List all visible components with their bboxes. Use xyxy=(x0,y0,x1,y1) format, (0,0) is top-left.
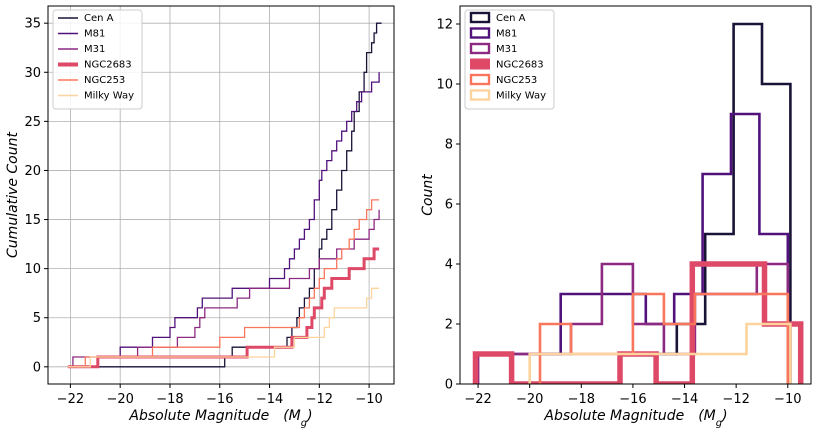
legend-label: NGC253 xyxy=(496,75,537,86)
x-tick-label: −20 xyxy=(106,392,133,407)
legend-swatch xyxy=(469,73,491,86)
y-axis-label: Cumulative Count xyxy=(5,132,21,258)
series-cen-a xyxy=(67,22,382,368)
y-tick-label: 5 xyxy=(33,311,41,326)
y-tick-label: 8 xyxy=(445,138,453,153)
series-lines xyxy=(67,22,382,369)
legend: Cen A M81 M31 NGC2683 NGC253 Milky Way xyxy=(464,9,555,110)
legend-label: Milky Way xyxy=(84,91,134,102)
legend-entry: Cen A xyxy=(469,11,526,24)
x-tick-label: −12 xyxy=(722,392,749,407)
x-axis-label: Absolute Magnitude (Mg) xyxy=(543,408,727,429)
legend-entry: NGC253 xyxy=(58,75,125,86)
legend-entry: NGC2683 xyxy=(58,60,132,71)
legend: Cen A M81 M31 NGC2683 NGC253 Milky Way xyxy=(52,9,143,110)
legend-entry: NGC253 xyxy=(469,73,537,86)
x-tick-label: −16 xyxy=(619,392,646,407)
y-tick-label: 10 xyxy=(436,78,453,93)
legend-entry: M31 xyxy=(58,44,105,55)
x-tick-label: −18 xyxy=(568,392,595,407)
legend-swatch xyxy=(469,11,491,24)
x-axis-label: Absolute Magnitude (Mg) xyxy=(128,408,312,429)
cumulative-count-chart: −22 −20 −18 −16 −14 −12 −10 0 5 10 15 20 25 30 35 Cumu… xyxy=(5,5,395,429)
series-milky-way xyxy=(67,287,380,368)
legend-entry: Cen A xyxy=(58,13,114,24)
x-tick-label: −10 xyxy=(774,392,801,407)
axis-ticks: −22 −20 −18 −16 −14 −12 −10 0 5 10 15 20 25 30 35 xyxy=(24,17,382,407)
series-m81 xyxy=(67,72,380,368)
legend-swatch xyxy=(469,27,491,39)
series-ngc253 xyxy=(67,199,380,368)
y-tick-label: 35 xyxy=(24,17,41,32)
plot-frame xyxy=(47,5,395,385)
series-milky-way xyxy=(528,322,792,384)
plot-frame xyxy=(459,5,812,385)
y-tick-label: 30 xyxy=(24,66,41,81)
x-tick-label: −16 xyxy=(206,392,233,407)
y-tick-label: 15 xyxy=(24,213,41,228)
x-tick-label: −14 xyxy=(671,392,698,407)
legend-label: Cen A xyxy=(496,13,526,24)
y-tick-label: 0 xyxy=(33,360,41,375)
legend-box xyxy=(52,9,143,110)
series-ngc253 xyxy=(538,292,790,384)
legend-label: M81 xyxy=(84,29,105,40)
legend-label: M31 xyxy=(496,44,517,55)
y-tick-label: 6 xyxy=(445,198,453,213)
legend-entry: NGC2683 xyxy=(470,58,544,71)
histogram-steps xyxy=(472,22,804,384)
legend-swatch xyxy=(469,42,491,55)
y-tick-label: 12 xyxy=(436,18,453,33)
legend-label: M31 xyxy=(84,44,105,55)
x-tick-label: −14 xyxy=(256,392,283,407)
legend-swatch xyxy=(469,89,491,101)
legend-label: M81 xyxy=(496,29,517,40)
y-tick-label: 10 xyxy=(24,262,41,277)
legend-label: Milky Way xyxy=(496,91,546,102)
legend-label: NGC253 xyxy=(84,75,125,86)
legend-entry: M81 xyxy=(58,29,105,40)
y-axis-label: Count xyxy=(420,174,436,216)
x-tick-label: −18 xyxy=(156,392,183,407)
legend-swatch xyxy=(470,58,490,70)
count-histogram-chart: −22 −20 −18 −16 −14 −12 −10 0 2 4 6 8 10 12 Count Abs… xyxy=(420,5,812,429)
axis-ticks: −22 −20 −18 −16 −14 −12 −10 0 2 4 6 8 10 12 xyxy=(436,18,801,408)
y-tick-label: 2 xyxy=(445,318,453,333)
legend-entry: M31 xyxy=(469,42,517,55)
y-tick-label: 4 xyxy=(445,258,453,273)
legend-entry: Milky Way xyxy=(58,91,134,102)
legend-label: NGC2683 xyxy=(496,60,544,71)
x-tick-label: −22 xyxy=(57,392,84,407)
x-tick-label: −20 xyxy=(516,392,543,407)
legend-entry: Milky Way xyxy=(469,89,546,102)
y-tick-label: 20 xyxy=(24,164,41,179)
x-tick-label: −10 xyxy=(355,392,382,407)
y-tick-label: 25 xyxy=(24,115,41,130)
x-tick-label: −12 xyxy=(306,392,333,407)
y-tick-label: 0 xyxy=(445,378,453,393)
legend-label: NGC2683 xyxy=(84,60,132,71)
legend-label: Cen A xyxy=(84,13,114,24)
legend-entry: M81 xyxy=(469,27,517,40)
x-tick-label: −22 xyxy=(464,392,491,407)
